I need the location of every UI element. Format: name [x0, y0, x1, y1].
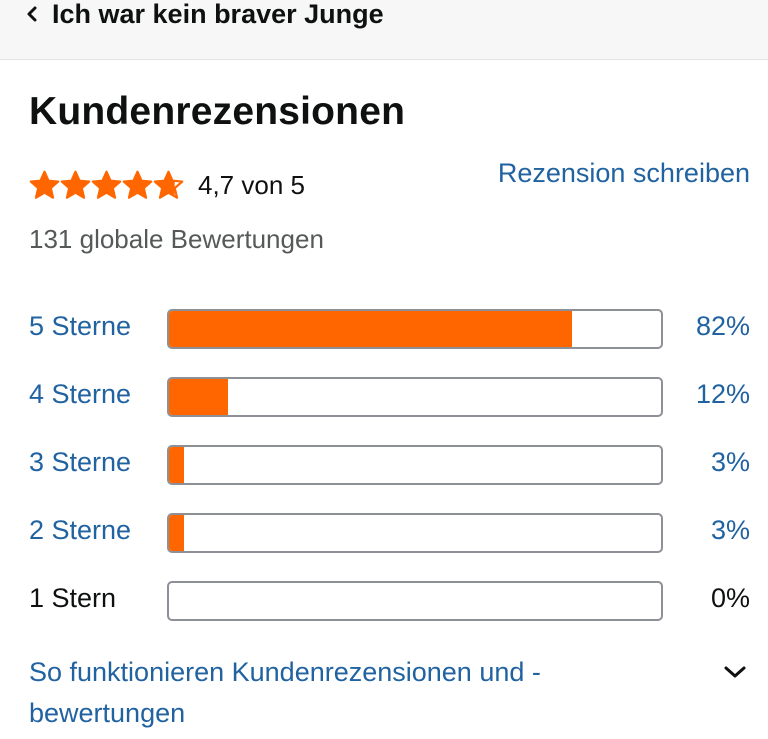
histogram-percent[interactable]: 3%	[710, 515, 750, 545]
rating-text: 4,7 von 5	[198, 169, 305, 200]
star-icon	[91, 170, 122, 199]
top-bar: Ich war kein braver Junge	[0, 0, 768, 60]
histogram-bar-fill	[169, 379, 229, 415]
histogram-percent[interactable]: 12%	[695, 379, 750, 409]
histogram-label[interactable]: 5 Sterne	[29, 311, 132, 341]
how-reviews-work-link[interactable]: So funktionieren Kundenrezensionen und -…	[29, 657, 541, 728]
histogram-percent: 0%	[710, 583, 750, 613]
star-icon	[60, 170, 91, 199]
histogram-bar[interactable]	[167, 445, 663, 485]
histogram-bar	[167, 581, 663, 621]
histogram-bar-fill	[169, 311, 573, 347]
page-title: Kundenrezensionen	[29, 90, 406, 133]
histogram-row-3-stars[interactable]: 3 Sterne 3%	[0, 445, 768, 485]
global-ratings-count: 131 globale Bewertungen	[29, 224, 324, 254]
histogram-row-5-stars[interactable]: 5 Sterne 82%	[0, 309, 768, 349]
chevron-down-icon	[724, 666, 746, 678]
star-icon	[29, 170, 60, 199]
histogram-bar-fill	[169, 515, 184, 551]
histogram-row-2-stars[interactable]: 2 Sterne 3%	[0, 513, 768, 553]
back-link-label: Ich war kein braver Junge	[52, 0, 384, 29]
star-icon	[153, 170, 184, 199]
histogram-label: 1 Stern	[29, 583, 117, 613]
histogram-bar-fill	[169, 447, 184, 483]
histogram-bar[interactable]	[167, 513, 663, 553]
histogram-label[interactable]: 4 Sterne	[29, 379, 132, 409]
histogram-row-1-star: 1 Stern 0%	[0, 581, 768, 621]
back-link[interactable]: Ich war kein braver Junge	[26, 0, 384, 36]
histogram-label[interactable]: 2 Sterne	[29, 515, 132, 545]
expand-toggle[interactable]	[722, 664, 748, 685]
star-rating	[29, 170, 184, 200]
chevron-left-icon	[27, 6, 37, 22]
rating-summary[interactable]: 4,7 von 5	[29, 165, 305, 205]
histogram-percent[interactable]: 82%	[695, 311, 750, 341]
histogram-row-4-stars[interactable]: 4 Sterne 12%	[0, 377, 768, 417]
write-review-link[interactable]: Rezension schreiben	[497, 158, 750, 188]
histogram-bar[interactable]	[167, 309, 663, 349]
star-icon	[122, 170, 153, 199]
histogram-label[interactable]: 3 Sterne	[29, 447, 132, 477]
histogram-percent[interactable]: 3%	[710, 447, 750, 477]
histogram-bar[interactable]	[167, 377, 663, 417]
